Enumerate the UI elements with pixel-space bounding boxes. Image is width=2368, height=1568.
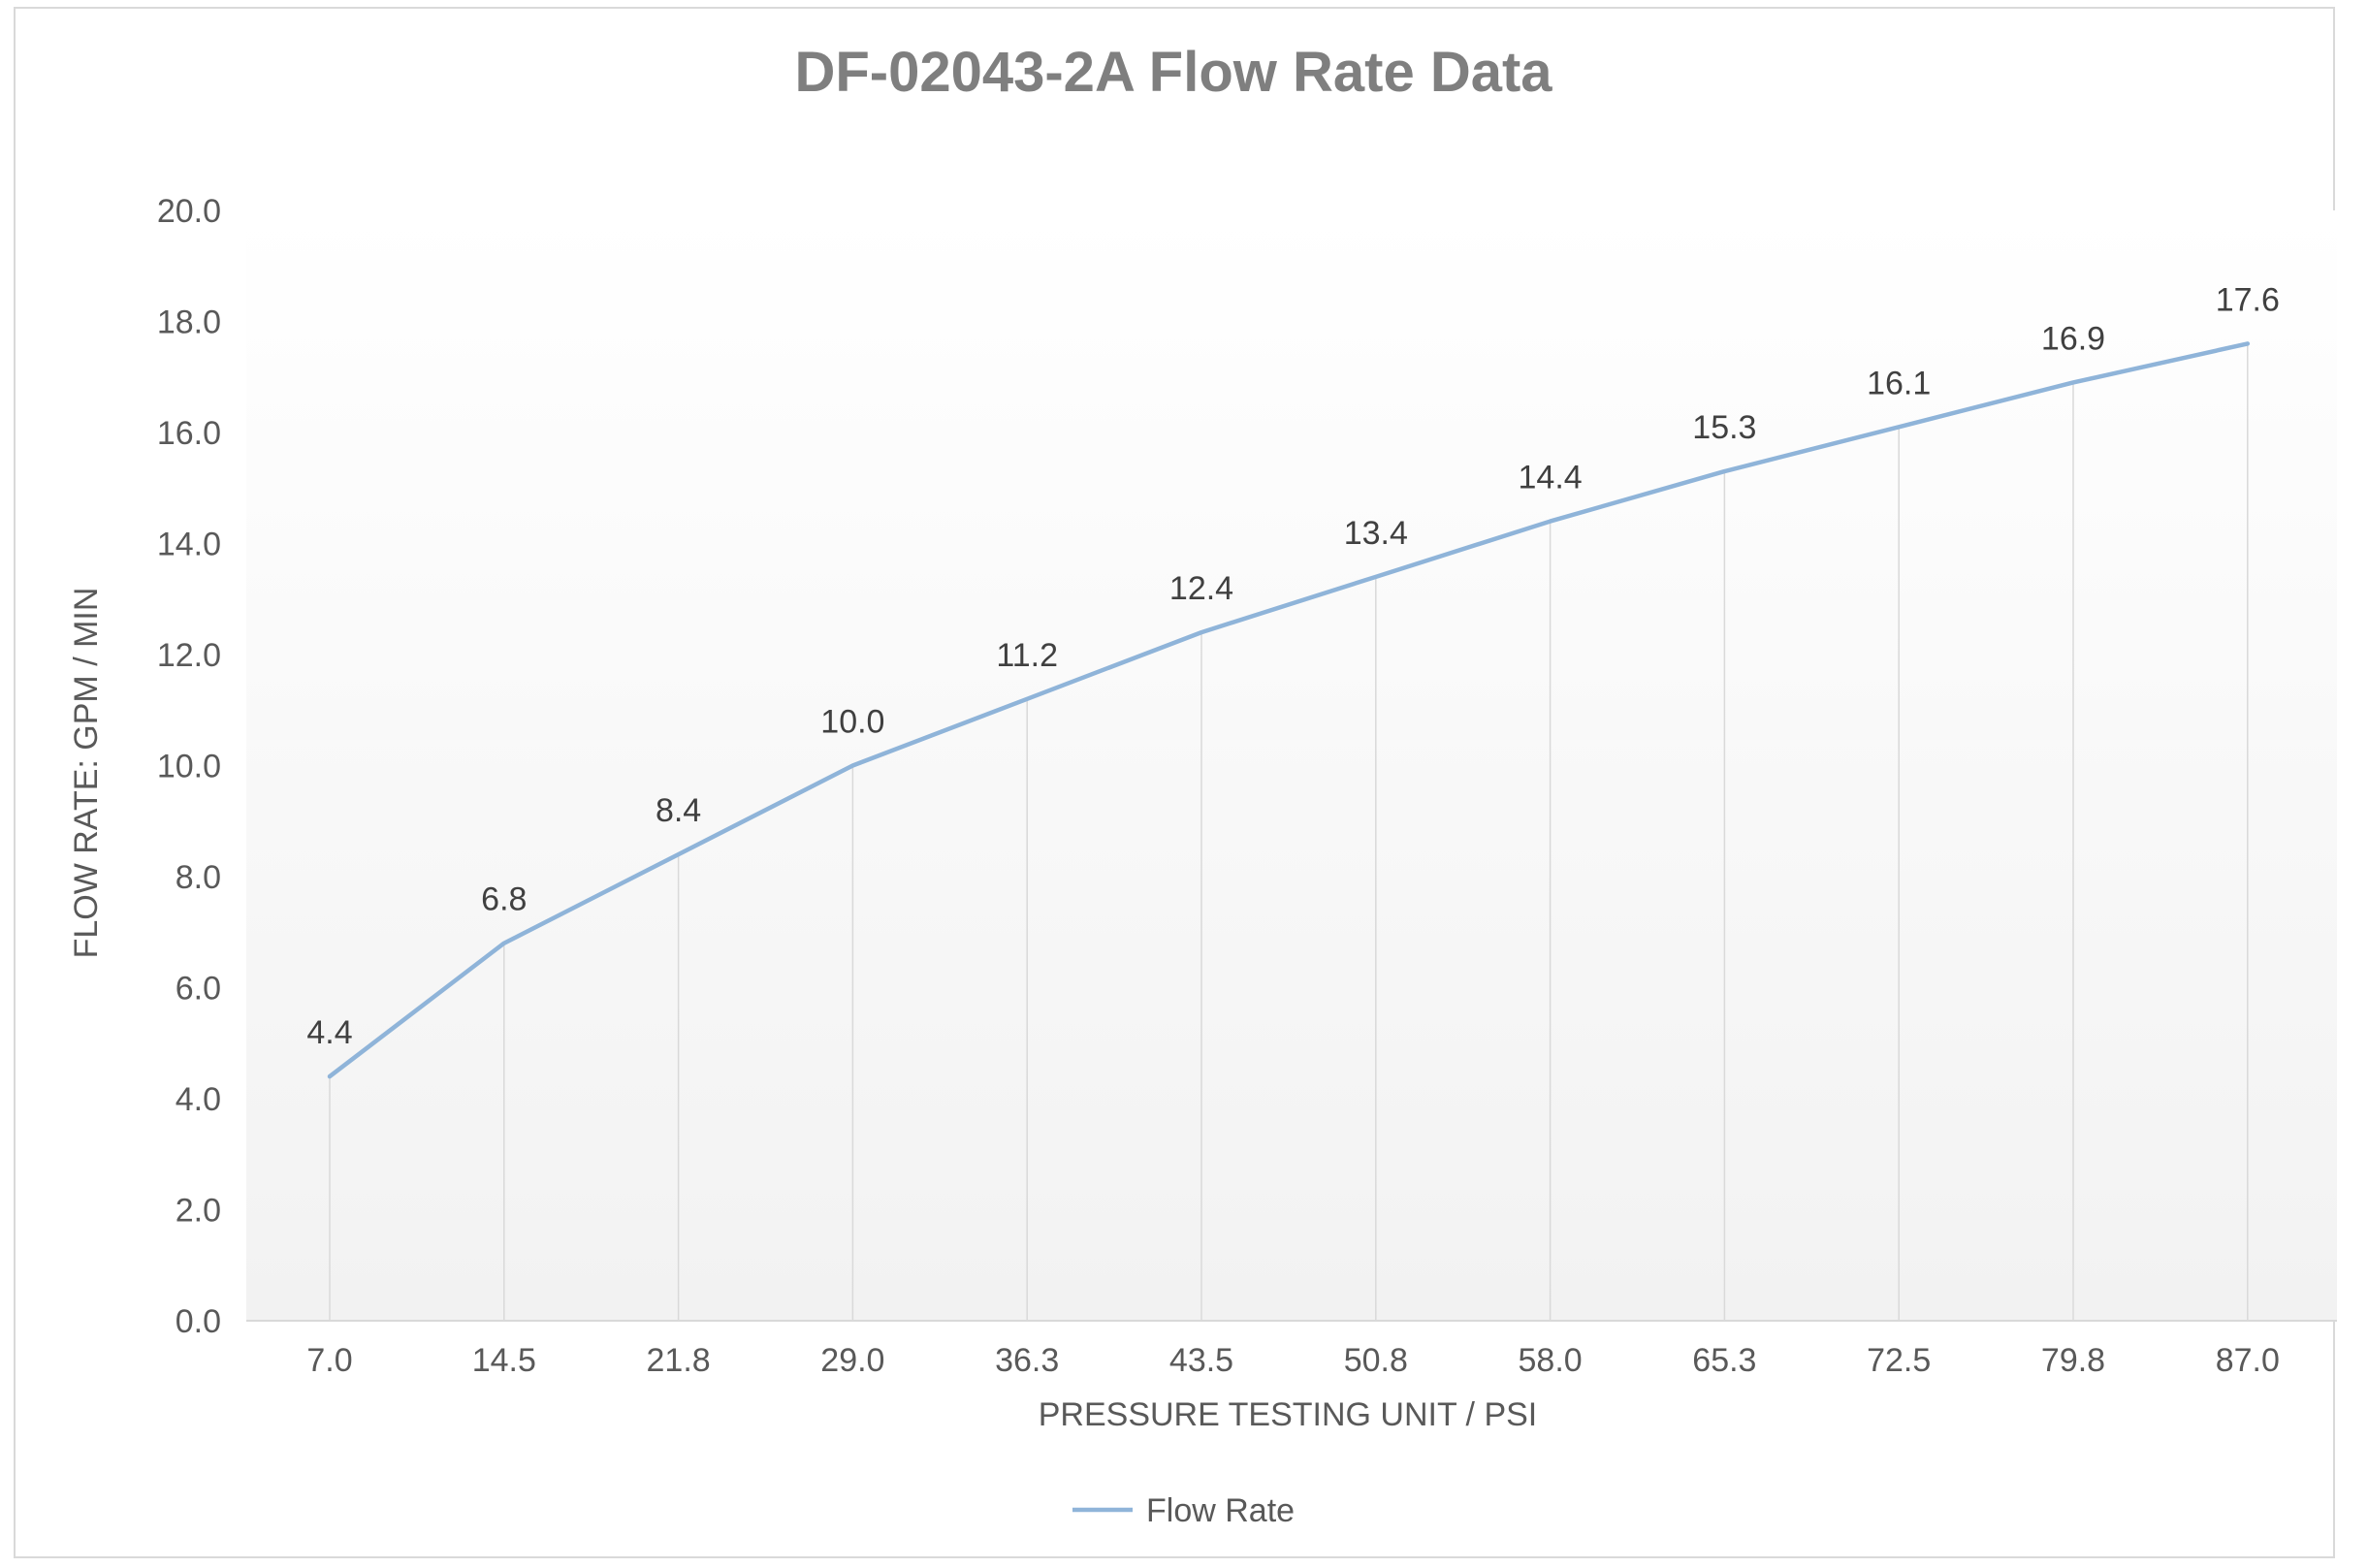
y-tick-label: 2.0 (176, 1193, 221, 1230)
x-tick-label: 72.5 (1867, 1342, 1931, 1379)
x-tick-label: 43.5 (1169, 1342, 1233, 1379)
data-label: 8.4 (656, 792, 701, 829)
chart-title: DF-02043-2A Flow Rate Data (794, 41, 1552, 104)
data-label: 14.4 (1519, 460, 1583, 496)
flow-rate-line (327, 341, 2251, 1079)
data-label: 6.8 (481, 881, 527, 918)
drop-lines (329, 343, 2249, 1321)
flow-rate-chart: DF-02043-2A Flow Rate Data 0.0 2.0 4.0 6.0 8… (68, 41, 2337, 1529)
chart-frame: DF-02043-2A Flow Rate Data 0.0 2.0 4.0 6.0 8… (14, 7, 2337, 1558)
y-tick-label: 16.0 (157, 415, 221, 452)
data-label: 16.1 (1867, 365, 1931, 401)
data-label: 17.6 (2216, 281, 2280, 318)
y-axis-title: FLOW RATE: GPM / MIN (68, 588, 105, 959)
y-tick-label: 18.0 (157, 304, 221, 341)
x-tick-label: 36.3 (995, 1342, 1059, 1379)
x-tick-label: 50.8 (1344, 1342, 1408, 1379)
data-label: 15.3 (1692, 409, 1756, 446)
x-tick-label: 65.3 (1692, 1342, 1756, 1379)
x-tick-label: 87.0 (2216, 1342, 2280, 1379)
data-labels: 4.4 6.8 8.4 10.0 11.2 12.4 13.4 14.4 15.3 16.1 16.… (306, 281, 2280, 1051)
y-tick-label: 6.0 (176, 971, 221, 1008)
data-label: 4.4 (306, 1014, 352, 1051)
data-label: 10.0 (820, 704, 884, 741)
x-tick-label: 79.8 (2041, 1342, 2105, 1379)
legend-label-flow-rate: Flow Rate (1146, 1492, 1295, 1529)
data-label: 12.4 (1169, 570, 1233, 607)
x-axis-title: PRESSURE TESTING UNIT / PSI (1039, 1396, 1538, 1433)
x-tick-label: 58.0 (1519, 1342, 1583, 1379)
legend: Flow Rate (1072, 1492, 1295, 1529)
y-tick-label: 12.0 (157, 637, 221, 674)
y-tick-label: 0.0 (176, 1303, 221, 1340)
data-label: 13.4 (1344, 515, 1408, 552)
x-axis-tick-labels: 7.0 14.5 21.8 29.0 36.3 43.5 50.8 58.0 65.3 72.5 7… (306, 1342, 2280, 1379)
y-tick-label: 8.0 (176, 859, 221, 896)
y-tick-label: 14.0 (157, 527, 221, 563)
y-tick-label: 20.0 (157, 193, 221, 230)
plot-area (246, 210, 2337, 1321)
x-tick-label: 7.0 (306, 1342, 352, 1379)
x-tick-label: 14.5 (472, 1342, 536, 1379)
x-tick-label: 29.0 (820, 1342, 884, 1379)
x-tick-label: 21.8 (647, 1342, 711, 1379)
y-tick-label: 10.0 (157, 749, 221, 785)
y-tick-label: 4.0 (176, 1081, 221, 1118)
y-axis-tick-labels: 0.0 2.0 4.0 6.0 8.0 10.0 12.0 14.0 16.0 18.0 20.0 (157, 193, 221, 1340)
data-label: 11.2 (996, 637, 1058, 674)
data-label: 16.9 (2041, 320, 2105, 357)
